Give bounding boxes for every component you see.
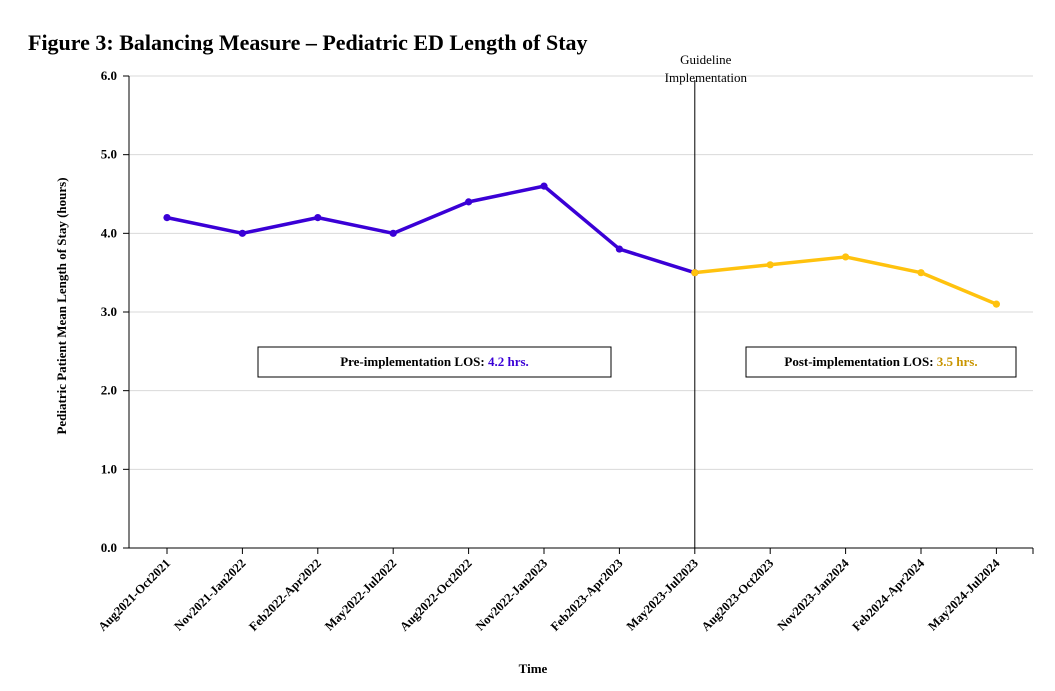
x-tick-label: Aug2022-Oct2022 — [397, 556, 475, 634]
y-axis-title: Pediatric Patient Mean Length of Stay (h… — [54, 177, 69, 434]
post-box-label: Post-implementation LOS: — [784, 354, 936, 369]
x-tick-label: Aug2023-Oct2023 — [699, 556, 777, 634]
x-tick-label: May2024-Jul2024 — [925, 556, 1003, 634]
x-tick-label: Nov2023-Jan2024 — [775, 556, 853, 634]
x-tick-label: Feb2023-Apr2023 — [548, 556, 626, 634]
y-tick-label: 3.0 — [101, 304, 117, 319]
pre-box-label: Pre-implementation LOS: — [340, 354, 488, 369]
post-implementation-box: Post-implementation LOS: 3.5 hrs. — [745, 346, 1017, 378]
post-data-point — [766, 261, 774, 269]
post-data-point — [691, 269, 699, 277]
post-data-point — [992, 300, 1001, 308]
y-tick-label: 4.0 — [101, 225, 117, 240]
x-tick-label: May2022-Jul2022 — [322, 556, 399, 633]
x-axis-ticks: Aug2021-Oct2021Nov2021-Jan2022Feb2022-Ap… — [95, 548, 1034, 634]
pre-data-point — [163, 214, 171, 222]
post-box-text: Post-implementation LOS: 3.5 hrs. — [784, 354, 977, 369]
series-layer — [163, 182, 1001, 308]
x-tick-label: May2023-Jul2023 — [624, 556, 701, 633]
x-axis-title: Time — [519, 661, 548, 676]
post-box-value: 3.5 hrs. — [937, 354, 978, 369]
y-tick-label: 6.0 — [101, 68, 117, 83]
pre-data-point — [540, 182, 548, 190]
pre-data-point — [238, 229, 246, 237]
y-tick-label: 2.0 — [101, 383, 117, 398]
post-box-frame — [745, 346, 1017, 378]
implementation-label-line2: Implementation — [665, 70, 748, 85]
post-series-line — [693, 255, 999, 306]
x-tick-label: Aug2021-Oct2021 — [95, 556, 173, 634]
y-tick-label: 1.0 — [101, 461, 117, 476]
implementation-label-line1: Guideline — [680, 52, 731, 67]
figure-title: Figure 3: Balancing Measure – Pediatric … — [28, 30, 588, 55]
pre-data-point — [465, 198, 473, 206]
post-data-point — [842, 253, 850, 261]
pre-series-line — [165, 184, 697, 275]
pre-data-point — [314, 214, 322, 222]
pre-data-point — [389, 229, 397, 237]
y-tick-label: 0.0 — [101, 540, 117, 555]
pre-box-value: 4.2 hrs. — [488, 354, 529, 369]
pre-implementation-box: Pre-implementation LOS: 4.2 hrs. — [257, 346, 612, 378]
y-axis-ticks: 0.0 1.0 2.0 3.0 4.0 5.0 6.0 — [101, 68, 129, 555]
post-data-point — [917, 269, 925, 277]
x-tick-label: Nov2021-Jan2022 — [171, 556, 248, 633]
y-tick-label: 5.0 — [101, 147, 117, 162]
x-tick-label: Nov2022-Jan2023 — [473, 556, 550, 633]
pre-box-frame — [257, 346, 612, 378]
pre-data-point — [615, 245, 624, 253]
pre-box-text: Pre-implementation LOS: 4.2 hrs. — [340, 354, 529, 369]
x-tick-label: Feb2024-Apr2024 — [849, 556, 927, 634]
grid-lines — [129, 75, 1033, 470]
x-tick-label: Feb2022-Apr2022 — [246, 556, 324, 634]
